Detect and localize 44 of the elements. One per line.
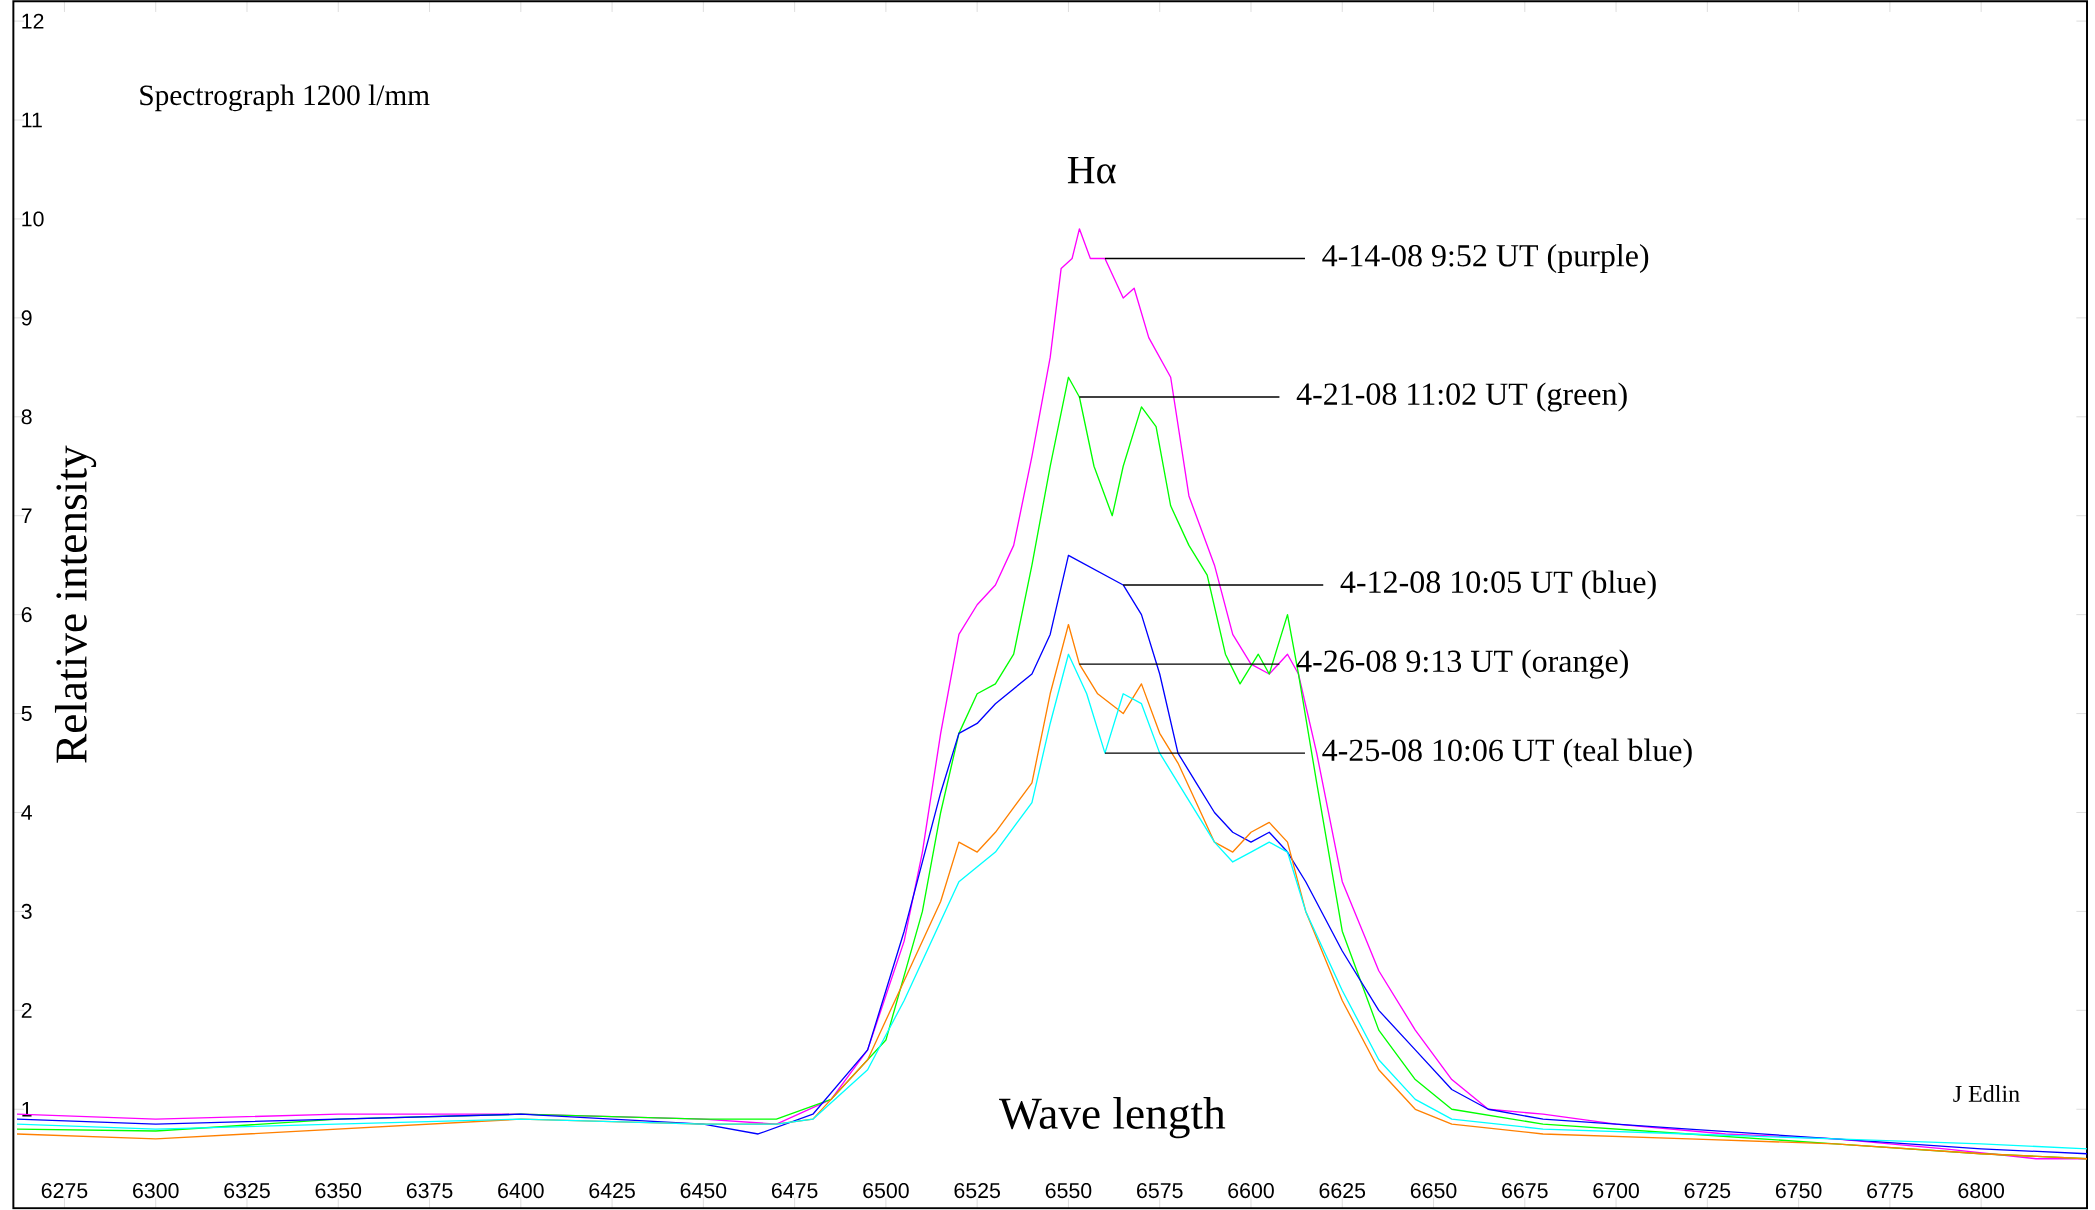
x-axis-title: Wave length bbox=[999, 1097, 1226, 1139]
x-tick-label: 6700 bbox=[1593, 1183, 1639, 1199]
x-tick-label: 6600 bbox=[1228, 1183, 1274, 1199]
annotation: 4-25-08 10:06 UT (teal blue) bbox=[1322, 738, 1692, 768]
y-axis-title: Relative intensity bbox=[54, 445, 97, 763]
x-tick-label: 6750 bbox=[1775, 1183, 1822, 1199]
y-tick-label: 9 bbox=[21, 310, 32, 326]
x-tick-label: 6275 bbox=[41, 1183, 88, 1199]
x-tick-label: 6425 bbox=[589, 1183, 635, 1199]
y-tick-label: 5 bbox=[21, 706, 32, 722]
x-tick-label: 6350 bbox=[315, 1183, 362, 1199]
y-tick-label: 11 bbox=[22, 112, 42, 128]
y-tick-label: 1 bbox=[22, 1102, 32, 1117]
annotation: 4-21-08 11:02 UT (green) bbox=[1296, 382, 1627, 412]
annotation: Hα bbox=[1067, 157, 1116, 184]
y-tick-label: 2 bbox=[21, 1003, 32, 1019]
x-tick-label: 6675 bbox=[1502, 1183, 1548, 1199]
x-tick-label: 6525 bbox=[954, 1183, 1000, 1199]
x-tick-label: 6450 bbox=[680, 1183, 727, 1199]
annotation: J Edlin bbox=[1953, 1085, 2020, 1103]
x-tick-label: 6650 bbox=[1410, 1183, 1457, 1199]
x-tick-label: 6775 bbox=[1867, 1183, 1913, 1199]
x-tick-label: 6500 bbox=[863, 1183, 909, 1199]
annotation: 4-12-08 10:05 UT (blue) bbox=[1340, 570, 1656, 600]
y-tick-label: 10 bbox=[22, 211, 44, 227]
annotation: 4-26-08 9:13 UT (orange) bbox=[1296, 649, 1628, 679]
y-tick-label: 7 bbox=[21, 508, 32, 524]
y-tick-label: 6 bbox=[21, 607, 32, 623]
y-tick-label: 12 bbox=[22, 13, 44, 29]
x-tick-label: 6300 bbox=[133, 1183, 179, 1199]
y-tick-label: 8 bbox=[21, 409, 32, 425]
annotation: Spectrograph 1200 l/mm bbox=[140, 84, 430, 112]
x-tick-label: 6625 bbox=[1319, 1183, 1366, 1199]
x-tick-label: 6800 bbox=[1958, 1183, 2005, 1199]
y-tick-label: 3 bbox=[21, 904, 32, 920]
x-tick-label: 6575 bbox=[1137, 1183, 1183, 1199]
x-tick-label: 6725 bbox=[1684, 1183, 1731, 1199]
y-tick-label: 4 bbox=[21, 805, 32, 821]
annotation: 4-14-08 9:52 UT (purple) bbox=[1322, 244, 1649, 274]
x-tick-label: 6375 bbox=[406, 1183, 453, 1199]
x-tick-label: 6475 bbox=[771, 1183, 818, 1199]
x-tick-label: 6325 bbox=[224, 1183, 270, 1199]
x-tick-label: 6550 bbox=[1045, 1183, 1092, 1199]
x-tick-label: 6400 bbox=[498, 1183, 544, 1199]
